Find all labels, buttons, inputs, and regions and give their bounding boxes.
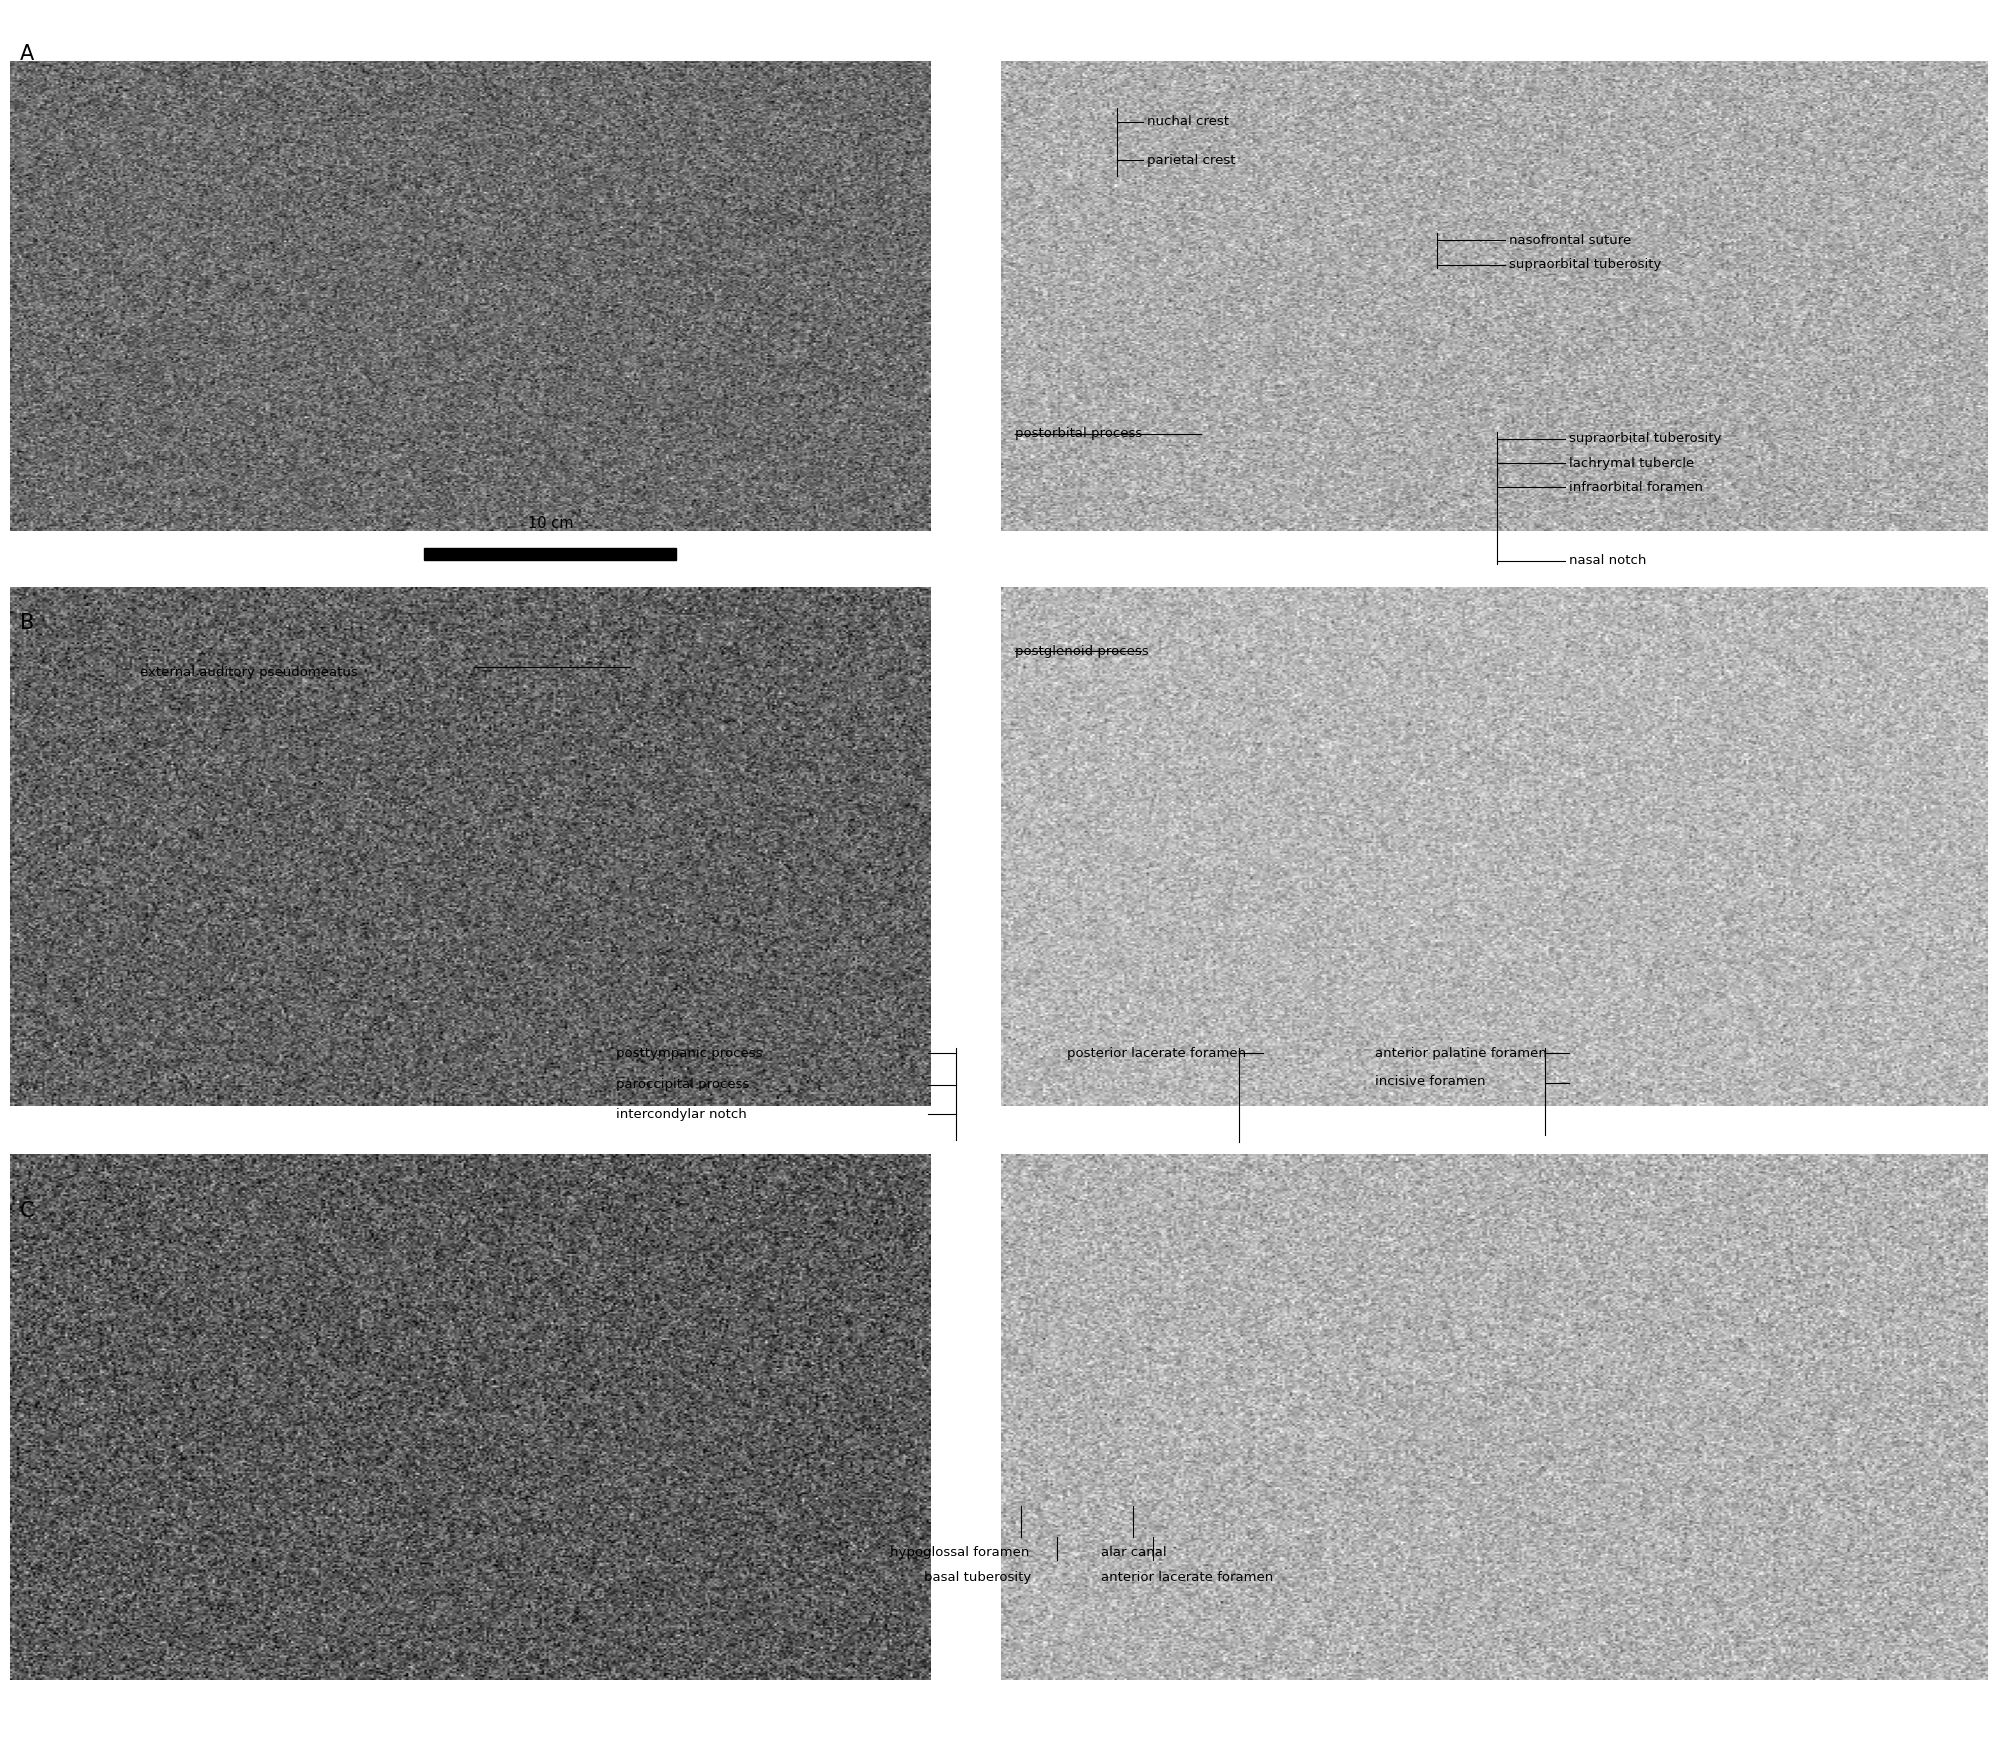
- Text: postglenoid process: postglenoid process: [1015, 644, 1149, 658]
- Text: incisive foramen: incisive foramen: [1375, 1074, 1485, 1088]
- Text: parietal crest: parietal crest: [1147, 153, 1235, 167]
- Text: anterior lacerate foramen: anterior lacerate foramen: [1101, 1570, 1273, 1584]
- Bar: [424, 547, 676, 559]
- Text: B: B: [20, 613, 34, 632]
- Text: supraorbital tuberosity: supraorbital tuberosity: [1569, 432, 1721, 446]
- Text: supraorbital tuberosity: supraorbital tuberosity: [1509, 258, 1661, 272]
- Text: basal tuberosity: basal tuberosity: [924, 1570, 1033, 1584]
- Text: nasofrontal suture: nasofrontal suture: [1509, 233, 1631, 247]
- Text: posterior lacerate foramen: posterior lacerate foramen: [1067, 1046, 1247, 1060]
- Text: nasal notch: nasal notch: [1569, 554, 1647, 568]
- Text: A: A: [20, 44, 34, 63]
- Text: lachrymal tubercle: lachrymal tubercle: [1569, 456, 1695, 470]
- Text: infraorbital foramen: infraorbital foramen: [1569, 481, 1703, 494]
- Text: intercondylar notch: intercondylar notch: [616, 1107, 746, 1121]
- Text: alar canal: alar canal: [1101, 1546, 1167, 1560]
- Text: external auditory pseudomeatus: external auditory pseudomeatus: [140, 665, 358, 679]
- Text: C: C: [20, 1201, 34, 1220]
- Text: posttympanic process: posttympanic process: [616, 1046, 762, 1060]
- Text: postorbital process: postorbital process: [1015, 427, 1143, 440]
- Text: anterior palatine foramen: anterior palatine foramen: [1375, 1046, 1547, 1060]
- Text: paroccipital process: paroccipital process: [616, 1078, 750, 1092]
- Text: hypoglossal foramen: hypoglossal foramen: [890, 1546, 1031, 1560]
- Text: nuchal crest: nuchal crest: [1147, 115, 1229, 129]
- Text: 10 cm: 10 cm: [528, 515, 572, 531]
